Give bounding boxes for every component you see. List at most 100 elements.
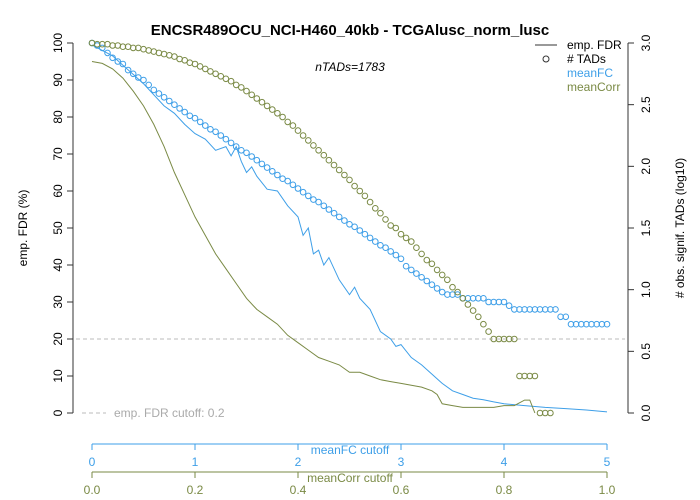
meancorr-tad-point-22 xyxy=(202,65,209,73)
meanfc-tad-point-30 xyxy=(243,149,250,157)
meanfc-tad-point-45 xyxy=(320,202,328,210)
meanfc-axis-label: meanFC cutoff xyxy=(311,443,390,457)
meanfc-tad-point-54 xyxy=(366,234,374,242)
meanfc-tad-point-92 xyxy=(562,313,570,321)
meanfc-tad-point-43 xyxy=(310,196,317,203)
meanfc-tad-point-57 xyxy=(382,244,389,251)
meanfc-tad-point-75 xyxy=(475,295,482,302)
meancorr-tick-label-3: 0.6 xyxy=(393,483,410,497)
meancorr-tad-point-71 xyxy=(454,288,461,296)
chart-title: ENCSR489OCU_NCI-H460_40kb - TCGAlusc_nor… xyxy=(151,22,549,39)
meanfc-tad-point-64 xyxy=(418,274,425,281)
meanfc-tad-point-58 xyxy=(387,248,395,255)
meancorr-tick-label-1: 0.2 xyxy=(187,483,204,497)
meancorr-tad-point-68 xyxy=(438,271,446,279)
meanfc-tad-point-83 xyxy=(516,306,523,313)
meancorr-tad-point-59 xyxy=(392,224,400,232)
legend: emp. FDR # TADs meanFC meanCorr xyxy=(535,38,622,94)
meanfc-tad-point-17 xyxy=(176,105,183,112)
meanfc-tad-point-65 xyxy=(423,277,431,285)
meanfc-tad-point-39 xyxy=(289,181,297,189)
meancorr-tad-point-38 xyxy=(284,118,292,126)
meanfc-tad-point-66 xyxy=(428,281,436,289)
meancorr-tad-point-25 xyxy=(217,73,225,80)
meancorr-tad-point-64 xyxy=(418,250,425,258)
left-tick-label-5: 50 xyxy=(51,221,65,235)
meanfc-tad-point-18 xyxy=(181,108,188,116)
legend-meancorr-label: meanCorr xyxy=(567,80,620,94)
meanfc-tad-point-11 xyxy=(145,81,152,89)
meanfc-tad-point-99 xyxy=(598,320,606,328)
meancorr-tad-point-23 xyxy=(207,68,214,75)
meanfc-tad-point-89 xyxy=(547,306,554,313)
meanfc-tad-point-77 xyxy=(485,298,492,306)
meancorr-tad-point-36 xyxy=(274,110,281,117)
left-tick-label-6: 60 xyxy=(51,184,65,198)
meancorr-tick-label-0: 0.0 xyxy=(84,483,101,497)
meancorr-tad-point-49 xyxy=(341,171,348,179)
meanfc-tad-point-70 xyxy=(449,291,456,298)
meancorr-tad-point-73 xyxy=(464,301,472,308)
meancorr-tad-point-86 xyxy=(531,372,539,380)
meanfc-tad-point-86 xyxy=(531,306,539,313)
left-tick-label-1: 10 xyxy=(51,369,65,383)
series-layer xyxy=(88,39,611,417)
meanfc-tad-point-100 xyxy=(603,320,611,328)
meanfc-tad-point-10 xyxy=(140,76,147,84)
meanfc-tad-point-81 xyxy=(505,302,513,310)
left-tick-label-9: 90 xyxy=(51,73,65,87)
meancorr-tad-point-29 xyxy=(238,84,245,91)
meanfc-tad-point-22 xyxy=(202,122,209,129)
meancorr-tad-point-55 xyxy=(372,205,379,212)
chart-subtitle: nTADs=1783 xyxy=(315,60,385,74)
meanfc-tad-point-60 xyxy=(397,255,405,263)
meancorr-tad-point-51 xyxy=(351,182,358,190)
left-tick-label-0: 0 xyxy=(51,409,65,416)
meanfc-tad-point-46 xyxy=(325,206,333,213)
meanfc-tad-point-41 xyxy=(299,188,307,196)
meancorr-tad-point-46 xyxy=(325,156,333,164)
meancorr-tad-point-42 xyxy=(305,137,312,144)
meanfc-tad-point-25 xyxy=(217,132,225,139)
meanfc-tad-point-19 xyxy=(186,112,194,120)
meancorr-tad-point-44 xyxy=(315,147,322,154)
meancorr-tad-point-47 xyxy=(330,161,338,169)
meanfc-tad-point-32 xyxy=(253,156,261,164)
left-tick-label-10: 100 xyxy=(51,33,65,53)
meancorr-fdr-line xyxy=(91,61,536,414)
meancorr-tad-point-37 xyxy=(279,113,286,121)
meanfc-tick-label-4: 4 xyxy=(501,455,508,469)
legend-tads-label: # TADs xyxy=(567,52,606,66)
legend-tads-circle xyxy=(542,55,550,63)
meanfc-tad-point-36 xyxy=(274,171,281,179)
meancorr-tad-point-14 xyxy=(160,50,168,58)
meanfc-tad-point-13 xyxy=(155,90,163,97)
meancorr-axis-label: meanCorr cutoff xyxy=(307,471,393,485)
meancorr-tad-point-41 xyxy=(299,132,307,139)
meancorr-tad-point-60 xyxy=(397,230,405,238)
right-tick-label-1: 0.5 xyxy=(639,343,653,360)
left-tick-label-8: 80 xyxy=(51,110,65,124)
cutoff-legend-label: emp. FDR cutoff: 0.2 xyxy=(114,406,225,420)
meanfc-tad-point-34 xyxy=(263,164,271,171)
meanfc-tad-point-80 xyxy=(500,298,508,306)
meancorr-tad-point-30 xyxy=(243,87,250,95)
meanfc-tad-point-7 xyxy=(124,66,132,74)
meancorr-tad-point-35 xyxy=(269,106,276,113)
meanfc-tad-point-52 xyxy=(356,227,364,234)
meancorr-tad-point-45 xyxy=(320,151,328,159)
meanfc-tad-point-4 xyxy=(109,54,116,62)
meancorr-tad-point-58 xyxy=(387,222,395,229)
meancorr-tad-point-63 xyxy=(413,244,420,251)
meanfc-tad-point-5 xyxy=(114,58,122,65)
meanfc-tad-point-50 xyxy=(346,221,353,228)
meanfc-tad-point-48 xyxy=(335,213,343,221)
meancorr-tad-point-28 xyxy=(232,81,240,89)
meancorr-tad-point-75 xyxy=(475,313,482,321)
meanfc-tick-label-2: 2 xyxy=(295,455,302,469)
left-y-axis-label: emp. FDR (%) xyxy=(16,190,30,267)
meanfc-tad-point-6 xyxy=(119,60,127,68)
meanfc-tad-point-68 xyxy=(438,288,446,296)
meancorr-tad-point-56 xyxy=(377,209,384,217)
